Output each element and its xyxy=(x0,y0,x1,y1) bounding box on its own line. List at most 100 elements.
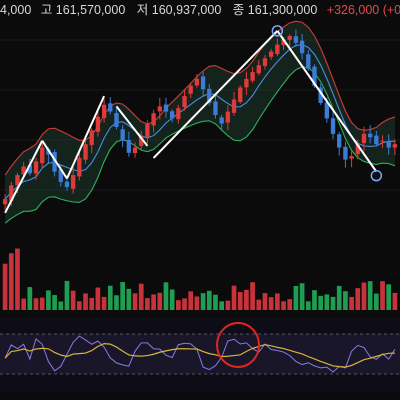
candle[interactable] xyxy=(256,65,261,74)
candle[interactable] xyxy=(95,116,101,132)
volume-bar xyxy=(262,293,268,310)
candle[interactable] xyxy=(52,152,57,172)
candle[interactable] xyxy=(21,166,26,175)
candle[interactable] xyxy=(275,44,280,55)
volume-bar xyxy=(89,297,95,310)
trend-line[interactable] xyxy=(41,140,68,180)
candle[interactable] xyxy=(77,157,82,177)
candle[interactable] xyxy=(299,40,305,54)
candle[interactable] xyxy=(318,87,323,103)
candle[interactable] xyxy=(126,139,132,153)
candle[interactable] xyxy=(176,108,181,120)
candle[interactable] xyxy=(343,146,348,160)
high-label: 고 xyxy=(41,3,53,17)
upper-band-line xyxy=(4,20,396,176)
candle[interactable] xyxy=(9,185,14,202)
candle[interactable] xyxy=(367,133,373,138)
candle[interactable] xyxy=(287,36,292,40)
candle[interactable] xyxy=(324,102,330,119)
candle[interactable] xyxy=(330,118,336,134)
candle[interactable] xyxy=(268,51,274,57)
candle[interactable] xyxy=(101,104,107,119)
candle[interactable] xyxy=(15,175,20,186)
volume-bar xyxy=(219,301,225,310)
candle[interactable] xyxy=(213,101,218,115)
candle[interactable] xyxy=(157,106,162,112)
candle[interactable] xyxy=(40,147,45,164)
candle[interactable] xyxy=(392,144,398,148)
moving-average-line xyxy=(4,44,395,200)
close-value: 161,300,000 xyxy=(248,3,318,17)
trend-line[interactable] xyxy=(276,30,378,173)
volume-bar xyxy=(336,285,342,310)
candle[interactable] xyxy=(361,133,367,144)
volume-bar xyxy=(213,294,218,310)
candle[interactable] xyxy=(262,58,268,66)
trend-line[interactable] xyxy=(152,30,279,159)
volume-bar xyxy=(132,293,138,310)
volume-bar xyxy=(163,282,169,310)
candle[interactable] xyxy=(151,113,156,126)
candle[interactable] xyxy=(207,88,212,103)
rsi-highlight-circle[interactable] xyxy=(216,322,260,368)
candle[interactable] xyxy=(132,147,138,154)
candle[interactable] xyxy=(188,85,193,94)
candle[interactable] xyxy=(120,129,125,141)
candle[interactable] xyxy=(293,36,299,43)
candle[interactable] xyxy=(2,199,8,205)
volume-bar xyxy=(27,287,33,310)
candle[interactable] xyxy=(70,175,76,189)
candle[interactable] xyxy=(169,111,175,119)
volume-bar xyxy=(244,289,249,310)
rsi-line xyxy=(4,335,396,373)
peak-marker[interactable] xyxy=(271,25,284,37)
candle[interactable] xyxy=(139,135,144,146)
candle[interactable] xyxy=(386,141,391,148)
candle[interactable] xyxy=(194,78,200,86)
volume-bar xyxy=(188,291,194,310)
candle[interactable] xyxy=(182,96,187,108)
candle[interactable] xyxy=(250,72,255,81)
candle[interactable] xyxy=(306,54,311,69)
volume-bar xyxy=(138,283,144,310)
candle[interactable] xyxy=(58,169,63,182)
volume-bar xyxy=(361,282,367,310)
candle[interactable] xyxy=(114,112,119,127)
candle[interactable] xyxy=(27,165,33,174)
volume-bar xyxy=(194,296,200,310)
candle[interactable] xyxy=(200,76,206,90)
candle[interactable] xyxy=(374,135,379,145)
candle[interactable] xyxy=(163,104,169,112)
candle[interactable] xyxy=(64,181,70,188)
candle[interactable] xyxy=(108,103,113,112)
trend-line[interactable] xyxy=(4,140,44,214)
candle[interactable] xyxy=(219,117,224,124)
candle[interactable] xyxy=(89,130,94,145)
trough-marker[interactable] xyxy=(370,169,383,182)
volume-bar xyxy=(15,248,20,310)
candle[interactable] xyxy=(238,87,243,102)
candle[interactable] xyxy=(312,66,317,86)
candle[interactable] xyxy=(231,99,237,113)
candle[interactable] xyxy=(83,144,88,160)
trend-line[interactable] xyxy=(66,95,106,179)
candle[interactable] xyxy=(337,134,342,148)
candle[interactable] xyxy=(225,111,231,123)
rsi-panel xyxy=(0,318,400,392)
trend-line[interactable] xyxy=(115,105,149,147)
candle[interactable] xyxy=(33,161,39,174)
rsi-range-band xyxy=(0,334,400,374)
candle[interactable] xyxy=(380,140,385,142)
candle[interactable] xyxy=(244,78,249,88)
candle[interactable] xyxy=(145,123,150,137)
volume-bar xyxy=(373,293,379,310)
volume-bar xyxy=(126,288,132,310)
volume-bar xyxy=(268,297,274,310)
candle[interactable] xyxy=(355,144,360,155)
candle[interactable] xyxy=(349,156,354,159)
volume-bar xyxy=(157,292,163,310)
trend-lines[interactable] xyxy=(4,25,383,214)
candle[interactable] xyxy=(281,39,286,46)
